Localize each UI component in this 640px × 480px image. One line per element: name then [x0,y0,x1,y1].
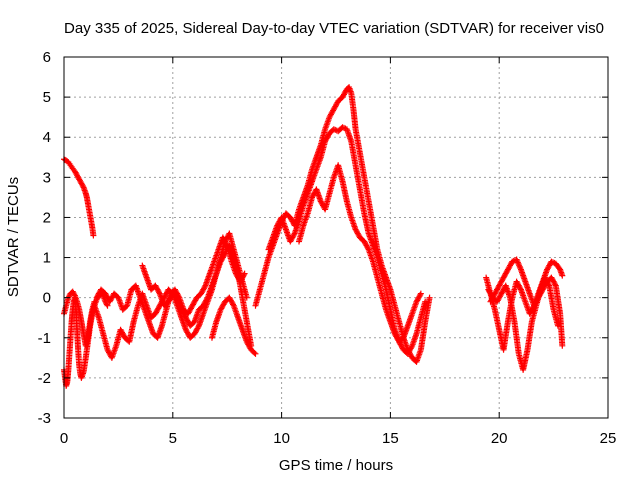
series-arc-i [265,124,429,357]
data-point [422,298,429,305]
grid-layer [64,57,608,418]
y-tick-label: 3 [43,169,51,186]
data-point [203,296,210,303]
y-tick-label: 1 [43,250,51,267]
data-point [426,294,433,301]
data-point [195,324,202,331]
y-tick-label: 4 [43,129,51,146]
y-axis-label: SDTVAR / TECUs [5,177,22,297]
data-point [364,245,371,252]
data-point [554,322,561,329]
x-tick-label: 10 [273,430,290,447]
plot-frame [63,56,609,419]
data-point [90,232,97,239]
x-tick-label: 20 [491,430,508,447]
x-axis-label: GPS time / hours [279,457,393,474]
data-point [559,342,566,349]
y-tick-label: 5 [43,89,51,106]
data-point [230,301,237,308]
data-point [252,350,259,357]
data-point [559,272,566,279]
data-point [103,301,110,308]
data-layer [61,84,566,389]
data-point [517,285,524,292]
data-point [545,281,552,288]
data-point [241,270,248,277]
data-point [290,231,297,238]
y-tick-label: -3 [38,410,51,427]
series-arc-c [61,288,98,349]
y-tick-label: 6 [43,49,51,66]
data-point [71,291,78,298]
series-arc-g [208,294,259,357]
data-point [79,183,86,190]
series-arc-a [61,156,97,239]
series-arc-f [139,242,255,349]
y-tick-label: -1 [38,330,51,347]
tick-layer: 0 5 10 15 20 25 -3 -2 -1 0 1 2 3 4 5 6 [38,49,617,447]
series-arc-m [485,274,561,373]
data-point [201,283,208,290]
chart-title: Day 335 of 2025, Sidereal Day-to-day VTE… [64,20,604,37]
data-point [156,289,163,296]
y-tick-label: 0 [43,290,51,307]
data-point [552,281,559,288]
x-tick-label: 15 [382,430,399,447]
y-tick-label: 2 [43,209,51,226]
data-point [251,349,258,356]
series-arc-j [296,162,424,345]
data-point [417,291,424,298]
data-point [240,271,247,278]
y-tick-label: -2 [38,370,51,387]
x-tick-label: 0 [60,430,68,447]
data-point [408,344,415,351]
x-tick-label: 5 [169,430,177,447]
data-point [104,302,111,309]
x-tick-label: 25 [600,430,617,447]
data-point [417,290,424,297]
